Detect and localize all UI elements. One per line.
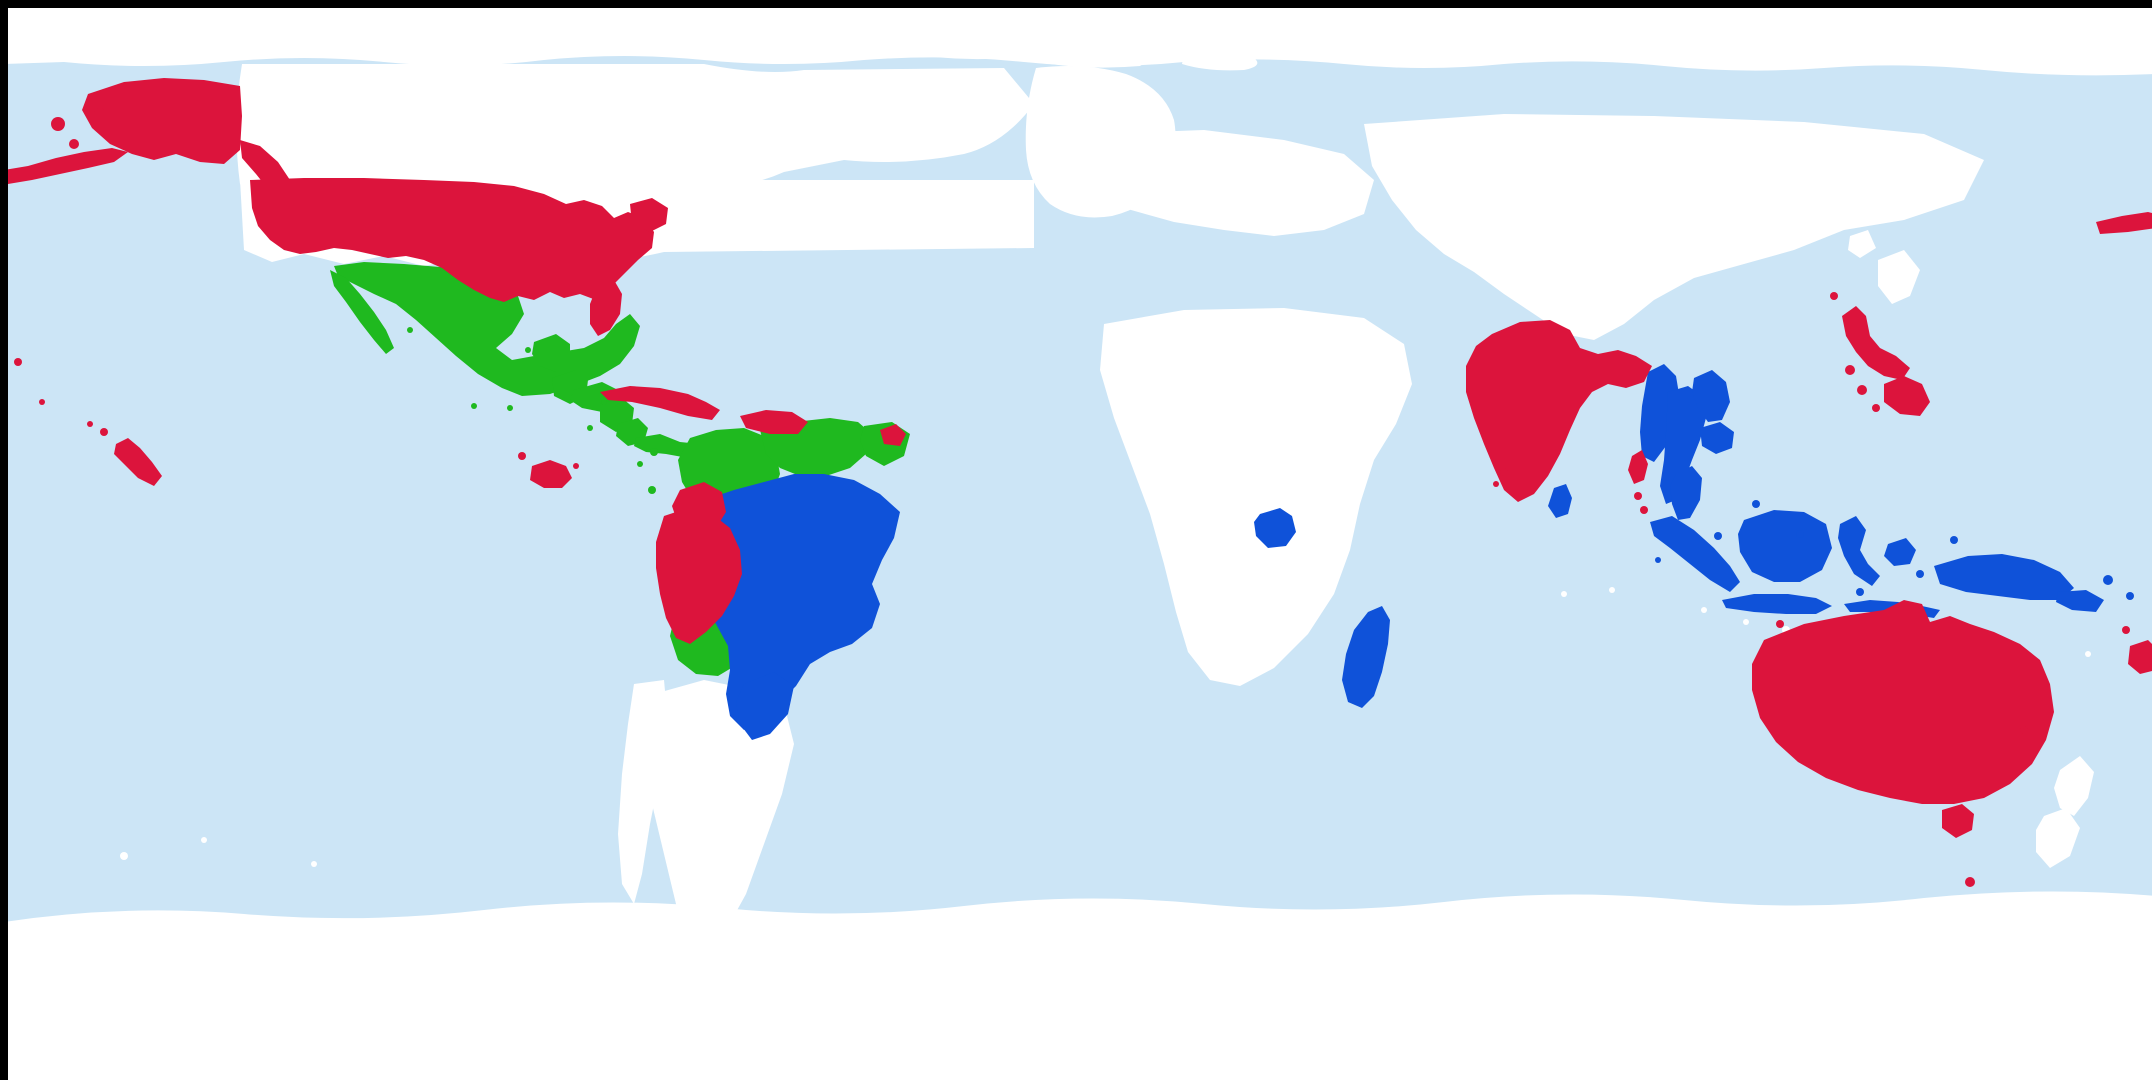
country-trinidad bbox=[880, 424, 906, 446]
country-moluccas bbox=[1884, 538, 1916, 566]
map-canvas bbox=[4, 4, 2152, 1080]
country-mexico-baja bbox=[330, 270, 394, 354]
alaska-islet bbox=[51, 117, 65, 131]
country-india bbox=[1466, 320, 1652, 502]
hawaii-islet bbox=[14, 358, 22, 366]
hawaii-islet bbox=[39, 399, 45, 405]
blue-islet bbox=[1752, 500, 1760, 508]
country-new-guinea bbox=[1934, 554, 2074, 600]
green-islet bbox=[650, 448, 658, 456]
hawaii-islet bbox=[87, 421, 93, 427]
land-layer bbox=[4, 8, 2152, 1080]
green-islet bbox=[507, 405, 513, 411]
blue-islet bbox=[1796, 530, 1804, 538]
country-laos bbox=[1692, 370, 1730, 422]
blue-countries-layer bbox=[690, 364, 2134, 740]
green-islet bbox=[601, 399, 607, 405]
philippines-islet bbox=[1845, 365, 1855, 375]
philippines-islet bbox=[1830, 292, 1838, 300]
country-tasmania bbox=[1942, 804, 1974, 838]
galapagos-islet bbox=[518, 452, 526, 460]
green-islet bbox=[471, 403, 477, 409]
country-sumatra bbox=[1650, 516, 1740, 592]
australia-islet bbox=[1965, 877, 1975, 887]
australia-islet bbox=[1776, 620, 1784, 628]
green-islet bbox=[648, 486, 656, 494]
country-dominican-republic bbox=[740, 410, 808, 434]
country-sri-lanka bbox=[1548, 484, 1572, 518]
country-png-tail bbox=[2056, 590, 2104, 612]
alaska-islet bbox=[69, 139, 79, 149]
country-hawaii bbox=[114, 438, 162, 486]
australia-islet bbox=[2020, 726, 2028, 734]
galapagos-islet bbox=[573, 463, 579, 469]
andaman-islet bbox=[1634, 492, 1642, 500]
country-mexico-yucatan bbox=[532, 334, 570, 372]
country-malaysia-peninsula bbox=[1670, 466, 1702, 520]
blue-islet bbox=[1950, 536, 1958, 544]
country-galapagos bbox=[530, 460, 572, 488]
philippines-islet bbox=[1872, 404, 1880, 412]
blue-islet bbox=[2126, 592, 2134, 600]
map-border bbox=[4, 4, 2152, 1080]
country-sulawesi bbox=[1838, 516, 1880, 586]
country-aleutians bbox=[4, 148, 128, 184]
country-us-florida bbox=[590, 280, 622, 336]
green-islet bbox=[587, 425, 593, 431]
country-united-states bbox=[250, 178, 654, 302]
country-borneo bbox=[1738, 510, 1832, 582]
andaman-islet bbox=[1640, 506, 1648, 514]
hawaii-islet bbox=[100, 428, 108, 436]
country-java bbox=[1722, 594, 1832, 614]
lakshadweep-islet bbox=[1493, 481, 1499, 487]
country-us-northeast bbox=[630, 198, 668, 232]
country-fiji bbox=[2128, 640, 2152, 674]
country-cambodia bbox=[1700, 422, 1734, 454]
country-thailand bbox=[1660, 386, 1706, 504]
blue-islet bbox=[1655, 557, 1661, 563]
green-islet bbox=[525, 347, 531, 353]
country-uganda bbox=[1254, 508, 1296, 548]
philippines-islet bbox=[1857, 385, 1867, 395]
country-philippines bbox=[1842, 306, 1910, 380]
lakshadweep-islet bbox=[1500, 468, 1508, 476]
red-countries-layer bbox=[4, 78, 2152, 887]
country-alaska bbox=[82, 78, 242, 164]
blue-islet bbox=[1916, 570, 1924, 578]
green-islet bbox=[407, 327, 413, 333]
blue-islet bbox=[1856, 588, 1864, 596]
country-myanmar bbox=[1640, 364, 1680, 462]
country-peru bbox=[656, 508, 742, 644]
country-andaman-nicobar bbox=[1628, 450, 1648, 484]
green-islet bbox=[637, 461, 643, 467]
fiji-islet bbox=[2122, 626, 2130, 634]
country-australia bbox=[1752, 600, 2054, 804]
alaska-islet bbox=[94, 108, 106, 120]
country-brazil-south bbox=[736, 672, 794, 740]
blue-islet bbox=[1714, 532, 1722, 540]
country-brazil bbox=[690, 474, 900, 730]
country-aleutians-wrap bbox=[2096, 212, 2152, 234]
blue-islet bbox=[2103, 575, 2113, 585]
country-madagascar bbox=[1342, 606, 1390, 708]
country-cuba bbox=[600, 386, 720, 420]
country-philippines-south bbox=[1884, 376, 1930, 416]
